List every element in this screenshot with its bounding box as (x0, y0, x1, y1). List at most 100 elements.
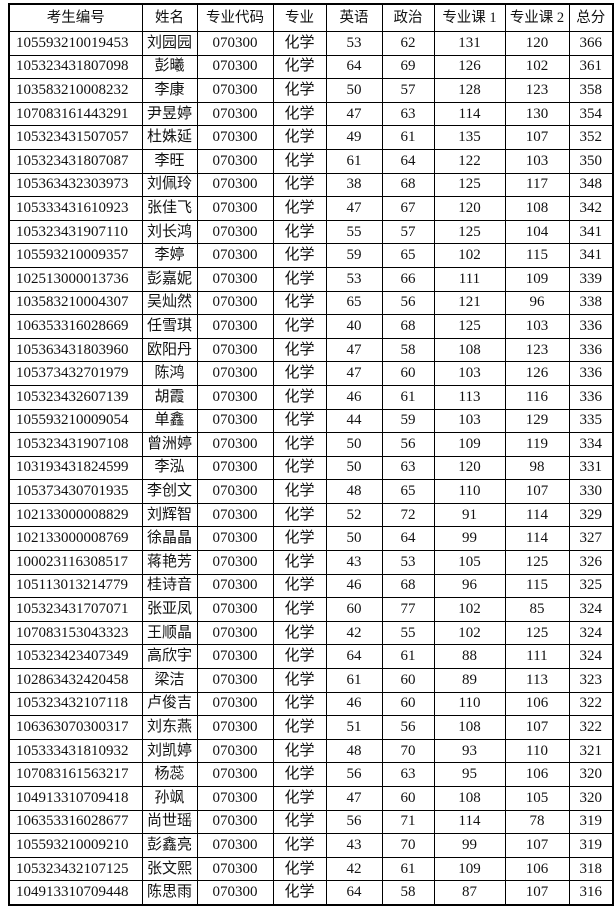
cell-english-score: 42 (325, 856, 383, 882)
cell-major: 化学 (272, 266, 327, 292)
cell-english-score: 53 (325, 266, 383, 292)
cell-course2-score: 130 (504, 101, 570, 127)
cell-total-score: 331 (568, 455, 614, 481)
cell-course1-score: 110 (433, 691, 506, 717)
table-row: 105593210019453 刘园园 070300 化学 53 62 131 … (8, 31, 614, 56)
cell-name: 高欣宇 (141, 644, 198, 670)
cell-major-code: 070300 (196, 502, 274, 528)
cell-politics-score: 55 (381, 620, 435, 646)
cell-course1-score: 88 (433, 644, 506, 670)
cell-major-code: 070300 (196, 738, 274, 764)
cell-total-score: 319 (568, 809, 614, 835)
cell-course2-score: 115 (504, 573, 570, 599)
cell-total-score: 339 (568, 266, 614, 292)
cell-name: 陈鸿 (141, 361, 198, 386)
col-header-major: 专业 (272, 3, 327, 32)
cell-name: 彭嘉妮 (141, 266, 198, 292)
table-row: 104913310709418 孙飒 070300 化学 47 60 108 1… (8, 786, 614, 811)
table-row: 105323431807087 李旺 070300 化学 61 64 122 1… (8, 148, 614, 174)
cell-name: 刘佩玲 (141, 172, 198, 198)
cell-major: 化学 (272, 314, 327, 339)
table-row: 103583210008232 李康 070300 化学 50 57 128 1… (8, 78, 614, 103)
cell-course1-score: 102 (433, 243, 506, 268)
cell-course1-score: 113 (433, 384, 506, 410)
cell-exam-id: 105113013214779 (8, 573, 143, 599)
cell-course2-score: 107 (504, 833, 570, 858)
table-row: 105593210009054 单鑫 070300 化学 44 59 103 1… (8, 408, 614, 434)
cell-course2-score: 104 (504, 219, 570, 245)
cell-politics-score: 65 (381, 479, 435, 504)
table-row: 105323431907108 曾洲婷 070300 化学 50 56 109 … (8, 432, 614, 457)
table-row: 105323432107118 卢俊吉 070300 化学 46 60 110 … (8, 691, 614, 717)
cell-exam-id: 105363431803960 (8, 337, 143, 363)
cell-total-score: 326 (568, 550, 614, 575)
cell-english-score: 47 (325, 361, 383, 386)
cell-course2-score: 106 (504, 762, 570, 787)
cell-major-code: 070300 (196, 880, 274, 906)
table-row: 107083161563217 杨蕊 070300 化学 56 63 95 10… (8, 762, 614, 787)
cell-politics-score: 66 (381, 266, 435, 292)
table-row: 105323432607139 胡霞 070300 化学 46 61 113 1… (8, 384, 614, 410)
table-row: 105373430701935 李创文 070300 化学 48 65 110 … (8, 479, 614, 504)
cell-course2-score: 108 (504, 196, 570, 221)
cell-course1-score: 109 (433, 432, 506, 457)
cell-course1-score: 120 (433, 196, 506, 221)
cell-major: 化学 (272, 573, 327, 599)
table-row: 105333431810932 刘凯婷 070300 化学 48 70 93 1… (8, 738, 614, 764)
cell-total-score: 324 (568, 644, 614, 670)
cell-total-score: 322 (568, 691, 614, 717)
cell-english-score: 44 (325, 408, 383, 434)
cell-major: 化学 (272, 786, 327, 811)
cell-politics-score: 61 (381, 384, 435, 410)
cell-course2-score: 78 (504, 809, 570, 835)
cell-total-score: 324 (568, 597, 614, 622)
cell-major: 化学 (272, 31, 327, 56)
cell-major-code: 070300 (196, 314, 274, 339)
cell-major: 化学 (272, 809, 327, 835)
table-row: 106353316028677 尚世瑶 070300 化学 56 71 114 … (8, 809, 614, 835)
cell-politics-score: 60 (381, 786, 435, 811)
cell-course2-score: 115 (504, 243, 570, 268)
cell-course2-score: 113 (504, 668, 570, 693)
cell-name: 李创文 (141, 479, 198, 504)
cell-major-code: 070300 (196, 691, 274, 717)
cell-english-score: 61 (325, 668, 383, 693)
cell-english-score: 50 (325, 455, 383, 481)
cell-name: 梁洁 (141, 668, 198, 693)
cell-course2-score: 125 (504, 620, 570, 646)
cell-total-score: 341 (568, 219, 614, 245)
cell-major: 化学 (272, 432, 327, 457)
cell-course1-score: 105 (433, 550, 506, 575)
col-header-course1: 专业课 1 (433, 3, 506, 32)
col-header-major-code: 专业代码 (196, 3, 274, 32)
col-header-exam-id: 考生编号 (8, 3, 143, 32)
cell-major-code: 070300 (196, 243, 274, 268)
cell-name: 蒋艳芳 (141, 550, 198, 575)
cell-major: 化学 (272, 337, 327, 363)
cell-total-score: 342 (568, 196, 614, 221)
cell-politics-score: 58 (381, 880, 435, 906)
cell-politics-score: 70 (381, 833, 435, 858)
cell-total-score: 322 (568, 715, 614, 740)
cell-exam-id: 105333431610923 (8, 196, 143, 221)
cell-exam-id: 106353316028677 (8, 809, 143, 835)
col-header-total: 总分 (568, 3, 614, 32)
table-row: 105593210009210 彭鑫亮 070300 化学 43 70 99 1… (8, 833, 614, 858)
cell-politics-score: 63 (381, 455, 435, 481)
cell-exam-id: 104913310709448 (8, 880, 143, 906)
cell-exam-id: 105593210009210 (8, 833, 143, 858)
cell-course1-score: 121 (433, 290, 506, 316)
cell-major: 化学 (272, 526, 327, 552)
cell-course1-score: 120 (433, 455, 506, 481)
cell-politics-score: 57 (381, 219, 435, 245)
cell-exam-id: 102133000008829 (8, 502, 143, 528)
cell-course2-score: 125 (504, 550, 570, 575)
cell-major-code: 070300 (196, 620, 274, 646)
cell-english-score: 64 (325, 644, 383, 670)
cell-major-code: 070300 (196, 668, 274, 693)
cell-total-score: 352 (568, 125, 614, 150)
cell-english-score: 47 (325, 196, 383, 221)
cell-major: 化学 (272, 833, 327, 858)
cell-name: 刘凯婷 (141, 738, 198, 764)
cell-course2-score: 85 (504, 597, 570, 622)
